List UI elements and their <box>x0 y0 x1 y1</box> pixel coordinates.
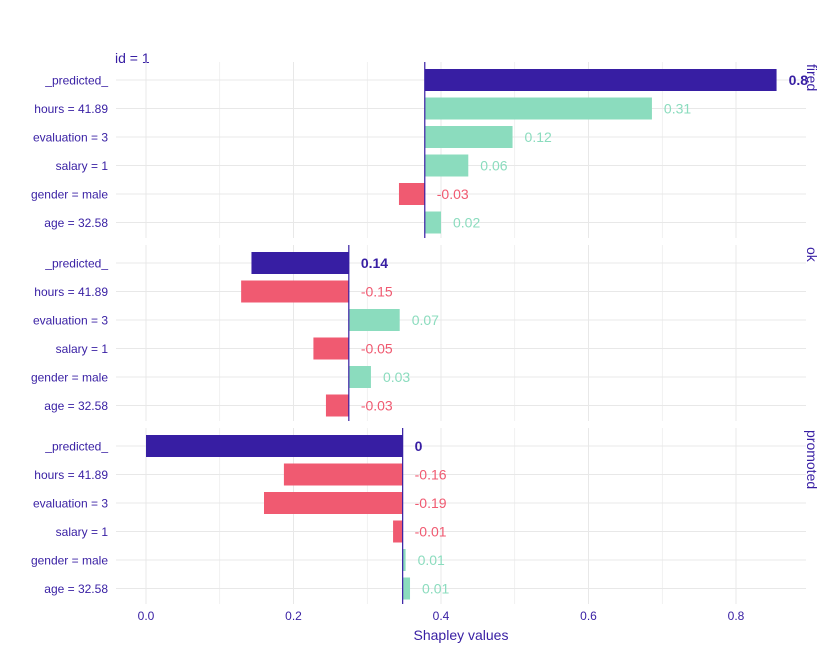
value-label: 0.14 <box>361 255 388 271</box>
row-label: evaluation = 3 <box>33 314 108 328</box>
bar <box>393 520 403 543</box>
bar <box>398 183 425 205</box>
row-label: age = 32.58 <box>44 582 108 596</box>
bar <box>402 577 411 600</box>
value-label: -0.01 <box>415 524 447 540</box>
row-label: salary = 1 <box>56 342 109 356</box>
x-tick-label: 0.8 <box>728 609 745 623</box>
value-label: 0 <box>415 438 423 454</box>
value-label: 0.8 <box>789 72 809 88</box>
bar <box>424 126 513 148</box>
value-label: 0.31 <box>664 101 691 117</box>
bar <box>251 252 349 274</box>
facet-label: fired <box>804 64 820 91</box>
row-label: evaluation = 3 <box>33 497 108 511</box>
value-label: 0.07 <box>412 312 439 328</box>
value-label: -0.03 <box>437 186 469 202</box>
bar <box>283 463 403 486</box>
row-label: age = 32.58 <box>44 399 108 413</box>
row-label: gender = male <box>31 371 108 385</box>
bar <box>348 309 400 331</box>
row-label: _predicted_ <box>44 440 108 454</box>
x-tick-label: 0.6 <box>580 609 597 623</box>
bar <box>313 337 349 360</box>
row-label: hours = 41.89 <box>34 285 108 299</box>
value-label: -0.03 <box>361 398 393 414</box>
panel-fired: _predicted_ 0.8 hours = 41.89 0.31 evaluatio… <box>31 62 820 238</box>
x-tick-label: 0.0 <box>138 609 155 623</box>
row-label: hours = 41.89 <box>34 468 108 482</box>
bar <box>424 69 777 91</box>
x-axis-label: Shapley values <box>414 627 509 643</box>
bar <box>424 154 469 177</box>
value-label: 0.02 <box>453 215 480 231</box>
row-label: evaluation = 3 <box>33 131 108 145</box>
bar <box>325 394 349 417</box>
value-label: 0.01 <box>418 552 445 568</box>
bar <box>424 97 652 120</box>
value-label: 0.12 <box>525 129 552 145</box>
value-label: -0.16 <box>415 467 447 483</box>
bar <box>146 435 403 457</box>
row-label: hours = 41.89 <box>34 102 108 116</box>
bar <box>264 492 403 514</box>
x-tick-label: 0.2 <box>285 609 302 623</box>
x-tick-label: 0.4 <box>433 609 450 623</box>
bar <box>424 211 441 234</box>
facet-label: promoted <box>804 430 820 489</box>
bar <box>241 280 349 303</box>
panel-ok: _predicted_ 0.14 hours = 41.89 -0.15 evaluat… <box>31 245 820 421</box>
chart-subtitle: id = 1 <box>115 50 150 66</box>
value-label: -0.15 <box>361 284 393 300</box>
bar <box>348 366 371 388</box>
row-label: gender = male <box>31 188 108 202</box>
value-label: 0.03 <box>383 369 410 385</box>
row-label: salary = 1 <box>56 159 109 173</box>
row-label: _predicted_ <box>44 257 108 271</box>
value-label: -0.05 <box>361 341 393 357</box>
value-label: 0.01 <box>422 581 449 597</box>
panels: _predicted_ 0.8 hours = 41.89 0.31 evaluatio… <box>31 62 820 604</box>
row-label: salary = 1 <box>56 525 109 539</box>
value-label: -0.19 <box>415 495 447 511</box>
panel-promoted: _predicted_ 0 hours = 41.89 -0.16 evaluation… <box>31 428 820 604</box>
facet-label: ok <box>804 247 820 263</box>
x-axis: 0.0 0.2 0.4 0.6 0.8 <box>138 609 745 623</box>
value-label: 0.06 <box>480 158 507 174</box>
row-label: _predicted_ <box>44 74 108 88</box>
row-label: gender = male <box>31 554 108 568</box>
row-label: age = 32.58 <box>44 216 108 230</box>
bar <box>402 549 406 571</box>
